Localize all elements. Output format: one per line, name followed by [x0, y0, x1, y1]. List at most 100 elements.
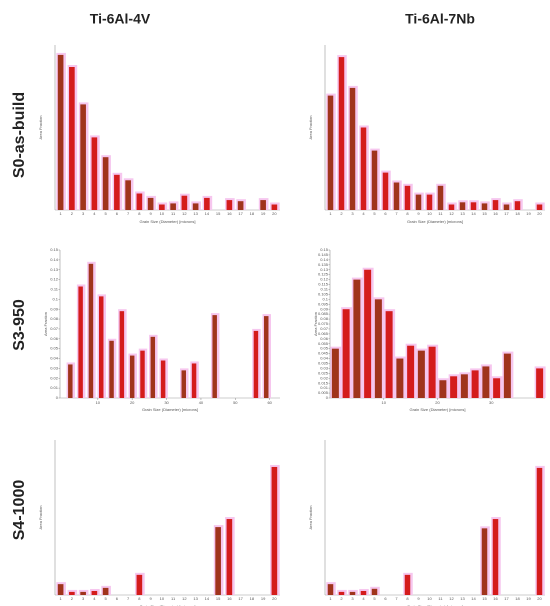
x-tick-label: 18: [515, 596, 520, 601]
bar: [536, 467, 543, 595]
x-tick-label: 13: [193, 211, 198, 216]
bar: [253, 330, 259, 398]
bar: [338, 591, 345, 595]
x-tick-label: 13: [460, 211, 465, 216]
x-tick-label: 14: [205, 596, 210, 601]
bar: [69, 67, 75, 210]
bar: [492, 519, 499, 595]
bar: [371, 150, 378, 210]
y-tick-label: 0.08: [50, 316, 59, 321]
y-tick-label: 0.04: [320, 356, 329, 361]
x-tick-label: 20: [272, 211, 277, 216]
y-tick-label: 0.09: [50, 306, 59, 311]
x-axis-label: Grain Size (Diameter) [microns]: [407, 219, 463, 224]
x-tick-label: 16: [227, 211, 232, 216]
x-tick-label: 50: [233, 400, 238, 405]
x-tick-label: 7: [395, 211, 398, 216]
y-tick-label: 0.06: [50, 336, 59, 341]
bar: [360, 590, 367, 595]
y-tick-label: 0.025: [318, 370, 329, 375]
bar: [428, 346, 436, 398]
x-tick-label: 20: [130, 400, 135, 405]
bar: [192, 203, 199, 210]
bar: [181, 370, 186, 398]
bar: [181, 195, 188, 210]
bar: [91, 137, 98, 210]
y-tick-label: 0.02: [320, 375, 329, 380]
x-tick-label: 11: [438, 596, 443, 601]
y-tick-label: 0.14: [50, 257, 59, 262]
bar: [404, 574, 411, 595]
x-tick-label: 15: [216, 211, 221, 216]
bar: [471, 370, 479, 398]
bar: [136, 574, 143, 595]
x-tick-label: 2: [71, 596, 74, 601]
x-tick-label: 20: [537, 211, 542, 216]
x-axis-label: Grain Size (Diameter) [microns]: [409, 407, 465, 412]
bar: [140, 350, 145, 398]
x-tick-label: 17: [238, 211, 243, 216]
x-tick-label: 14: [471, 211, 476, 216]
x-tick-label: 16: [227, 596, 232, 601]
bar: [136, 193, 143, 210]
x-tick-label: 18: [250, 211, 255, 216]
bar: [448, 204, 455, 210]
x-tick-label: 7: [127, 211, 130, 216]
bar: [129, 355, 135, 398]
x-tick-label: 18: [250, 596, 255, 601]
y-axis-label: Area Fraction: [308, 115, 313, 139]
y-tick-label: 0.01: [320, 385, 329, 390]
x-tick-label: 6: [384, 211, 387, 216]
bar: [482, 366, 490, 398]
x-tick-label: 1: [329, 596, 332, 601]
x-tick-label: 10: [382, 400, 387, 405]
x-tick-label: 9: [150, 596, 153, 601]
x-tick-label: 8: [138, 211, 141, 216]
y-tick-label: 0.07: [320, 326, 329, 331]
x-tick-label: 10: [427, 211, 432, 216]
y-axis-label: Area Fraction: [43, 312, 48, 336]
bar: [536, 204, 543, 210]
bar: [439, 380, 447, 398]
bar: [536, 368, 544, 398]
row-label: S4-1000: [11, 480, 28, 541]
x-tick-label: 16: [493, 596, 498, 601]
y-tick-label: 0.02: [50, 375, 59, 380]
bar: [88, 263, 94, 398]
y-tick-label: 0.07: [50, 326, 59, 331]
bar: [338, 57, 345, 210]
x-tick-label: 6: [384, 596, 387, 601]
bar: [91, 590, 98, 595]
x-tick-label: 14: [471, 596, 476, 601]
bar: [353, 279, 361, 398]
x-tick-label: 16: [493, 211, 498, 216]
x-tick-label: 4: [362, 211, 365, 216]
bar: [147, 197, 154, 210]
x-tick-label: 4: [93, 596, 96, 601]
bar: [342, 309, 350, 398]
y-axis-label: Area Fraction: [308, 505, 313, 529]
x-tick-label: 7: [395, 596, 398, 601]
bar: [470, 202, 477, 210]
y-tick-label: 0.005: [318, 390, 329, 395]
x-tick-label: 19: [261, 211, 266, 216]
bar: [99, 296, 104, 398]
x-tick-label: 3: [351, 211, 354, 216]
y-tick-label: 0.13: [320, 267, 329, 272]
bar: [437, 185, 444, 210]
bar: [170, 203, 176, 210]
x-tick-label: 15: [482, 596, 487, 601]
y-tick-label: 0.01: [50, 385, 59, 390]
bar: [374, 299, 382, 398]
x-tick-label: 12: [449, 596, 454, 601]
bar: [237, 201, 244, 210]
bar: [271, 204, 278, 210]
bar: [349, 87, 356, 210]
x-tick-label: 20: [537, 596, 542, 601]
x-tick-label: 6: [116, 596, 119, 601]
bar: [503, 204, 510, 210]
y-tick-label: 0.12: [320, 277, 329, 282]
bar: [382, 172, 389, 210]
x-tick-label: 40: [199, 400, 204, 405]
